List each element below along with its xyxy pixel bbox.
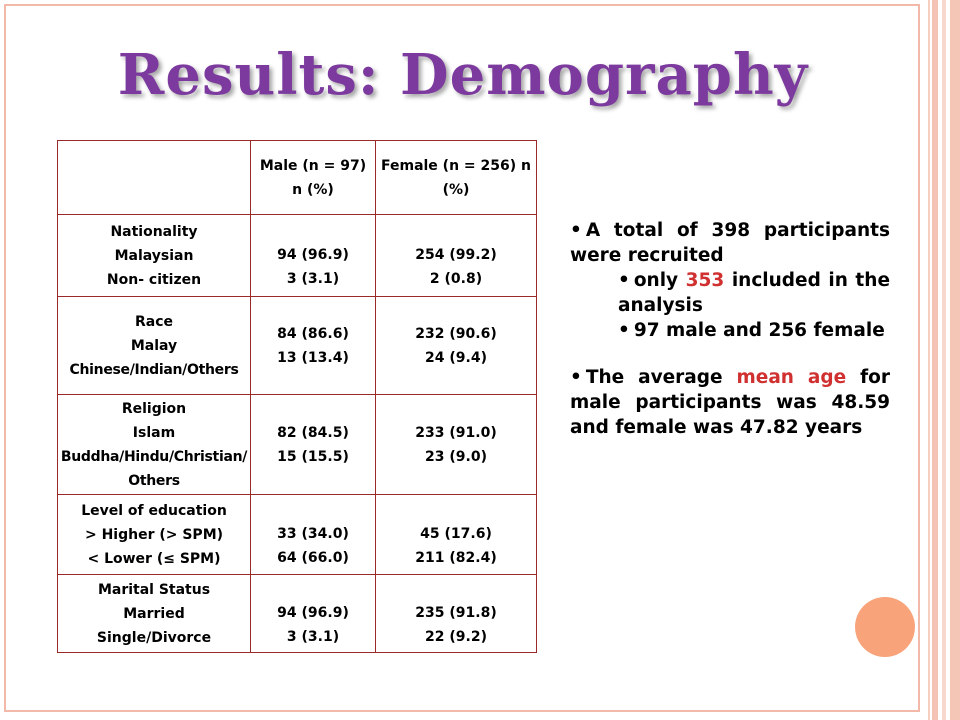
table-row: Level of education > Higher (> SPM) < Lo… — [57, 494, 537, 575]
female-value: 45 (17.6) — [420, 525, 492, 542]
bullet-text: only — [633, 270, 686, 291]
male-value: 94 (96.9) — [277, 604, 349, 621]
highlight-number: 353 — [685, 270, 725, 291]
header-male: Male (n = 97) n (%) — [250, 140, 376, 215]
male-value: 33 (34.0) — [277, 525, 349, 542]
table-header-row: Male (n = 97) n (%) Female (n = 256) n (… — [57, 140, 537, 215]
bullet-dot-icon: • — [618, 320, 630, 341]
female-value: 22 (9.2) — [425, 628, 487, 645]
female-value: 232 (90.6) — [415, 325, 497, 342]
header-blank-cell — [57, 140, 251, 215]
bullet-text: The average — [585, 367, 737, 388]
highlight-text: mean age — [736, 367, 847, 388]
subcategory-label: < Lower (≤ SPM) — [87, 550, 221, 567]
sub-bullet-item: • only 353 included in the analysis — [618, 268, 890, 318]
male-value: 13 (13.4) — [277, 349, 349, 366]
subcategory-label: Non- citizen — [106, 271, 202, 288]
subcategory-label: Single/Divorce — [96, 629, 212, 646]
bullet-dot-icon: • — [570, 220, 582, 241]
male-cell: 33 (34.0) 64 (66.0) — [250, 494, 376, 575]
male-value: 64 (66.0) — [277, 549, 349, 566]
male-value: 15 (15.5) — [277, 448, 349, 465]
bullet-text: included in the analysis — [618, 270, 890, 316]
male-value: 3 (3.1) — [286, 270, 340, 287]
decorative-side-bars — [920, 0, 960, 720]
female-value: 235 (91.8) — [415, 604, 497, 621]
female-value: 23 (9.0) — [425, 448, 487, 465]
slide-title: Results: Demography — [117, 42, 809, 108]
row-label-cell: Race Malay Chinese/Indian/Others — [57, 296, 251, 395]
bullet-text: 97 male and 256 female — [633, 320, 885, 341]
male-cell: 84 (86.6) 13 (13.4) — [250, 296, 376, 395]
female-value: 2 (0.8) — [429, 270, 483, 287]
table-row: Marital Status Married Single/Divorce 94… — [57, 574, 537, 653]
male-cell: 94 (96.9) 3 (3.1) — [250, 574, 376, 653]
demography-table: Male (n = 97) n (%) Female (n = 256) n (… — [57, 140, 537, 653]
side-bar — [928, 0, 930, 720]
female-cell: 233 (91.0) 23 (9.0) — [375, 394, 537, 495]
table-row: Nationality Malaysian Non- citizen 94 (9… — [57, 214, 537, 297]
header-female: Female (n = 256) n (%) — [375, 140, 537, 215]
subcategory-label: Malaysian — [114, 247, 194, 264]
sub-bullet-item: • 97 male and 256 female — [618, 318, 890, 343]
male-value: 3 (3.1) — [286, 628, 340, 645]
subcategory-label: Married — [123, 605, 185, 622]
bullet-item: • A total of 398 participants were recrui… — [570, 218, 890, 268]
category-label: Religion — [121, 400, 187, 417]
category-label: Marital Status — [97, 581, 211, 598]
female-value: 24 (9.4) — [425, 349, 487, 366]
subcategory-label: Islam — [132, 424, 176, 441]
category-label: Nationality — [110, 223, 198, 240]
male-cell: 82 (84.5) 15 (15.5) — [250, 394, 376, 495]
summary-bullets: • A total of 398 participants were recrui… — [570, 218, 890, 440]
bullet-text: for male participants was 48.59 and fema… — [570, 367, 890, 438]
bullet-text: A total of 398 participants were recruit… — [570, 220, 890, 266]
subcategory-label: Buddha/Hindu/Christian/Others — [60, 448, 248, 489]
male-value: 94 (96.9) — [277, 246, 349, 263]
row-label-cell: Marital Status Married Single/Divorce — [57, 574, 251, 653]
male-cell: 94 (96.9) 3 (3.1) — [250, 214, 376, 297]
side-bar — [942, 0, 946, 720]
side-bar — [932, 0, 938, 720]
female-cell: 45 (17.6) 211 (82.4) — [375, 494, 537, 575]
subcategory-label: Chinese/Indian/Others — [69, 361, 239, 378]
female-cell: 254 (99.2) 2 (0.8) — [375, 214, 537, 297]
subcategory-label: > Higher (> SPM) — [84, 526, 224, 543]
table-row: Religion Islam Buddha/Hindu/Christian/Ot… — [57, 394, 537, 495]
slide-frame — [4, 4, 920, 712]
bullet-item: • The average mean age for male participa… — [570, 365, 890, 440]
bullet-dot-icon: • — [618, 270, 630, 291]
side-bar — [950, 0, 960, 720]
female-value: 233 (91.0) — [415, 424, 497, 441]
table-row: Race Malay Chinese/Indian/Others 84 (86.… — [57, 296, 537, 395]
bullet-dot-icon: • — [570, 367, 582, 388]
category-label: Level of education — [81, 502, 227, 519]
female-value: 254 (99.2) — [415, 246, 497, 263]
male-value: 82 (84.5) — [277, 424, 349, 441]
female-value: 211 (82.4) — [415, 549, 497, 566]
row-label-cell: Religion Islam Buddha/Hindu/Christian/Ot… — [57, 394, 251, 495]
row-label-cell: Level of education > Higher (> SPM) < Lo… — [57, 494, 251, 575]
category-label: Race — [134, 313, 174, 330]
female-cell: 235 (91.8) 22 (9.2) — [375, 574, 537, 653]
female-cell: 232 (90.6) 24 (9.4) — [375, 296, 537, 395]
subcategory-label: Malay — [130, 337, 178, 354]
decorative-circle — [855, 597, 915, 657]
male-value: 84 (86.6) — [277, 325, 349, 342]
row-label-cell: Nationality Malaysian Non- citizen — [57, 214, 251, 297]
